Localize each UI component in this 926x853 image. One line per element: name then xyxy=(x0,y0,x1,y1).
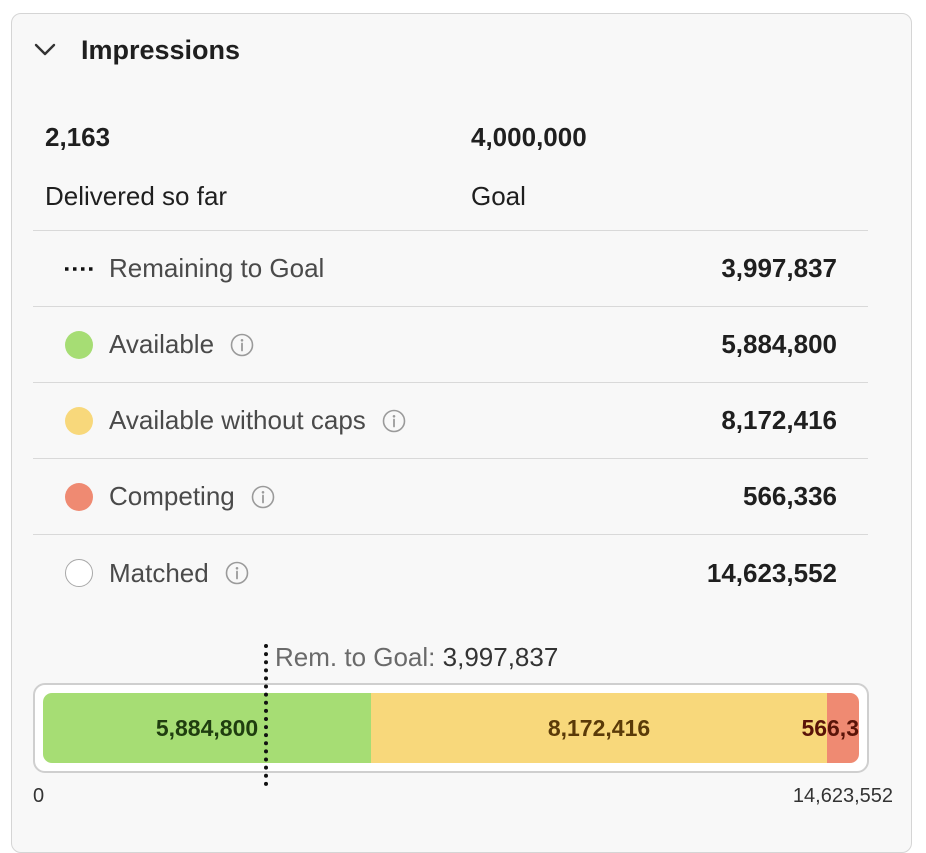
legend-label: Matched xyxy=(109,557,209,588)
stacked-bar: 5,884,800 8,172,416 566,336 xyxy=(43,693,859,763)
annotation-label: Rem. to Goal: xyxy=(275,642,436,672)
legend-row-available: Available 5,884,800 xyxy=(33,307,868,383)
legend-label: Available xyxy=(109,329,215,359)
annotation-value: 3,997,837 xyxy=(442,642,559,672)
legend-value: 14,623,552 xyxy=(706,557,837,588)
bar-segment-label: 566,336 xyxy=(801,714,859,741)
info-icon[interactable] xyxy=(251,485,275,509)
legend-value: 8,172,416 xyxy=(721,405,837,435)
legend-value: 566,336 xyxy=(743,481,837,511)
info-icon[interactable] xyxy=(225,561,249,585)
info-icon[interactable] xyxy=(382,409,406,433)
legend-row-remaining: Remaining to Goal 3,997,837 xyxy=(33,231,868,307)
bar-segment-label: 8,172,416 xyxy=(547,714,651,741)
red-dot-icon xyxy=(64,482,93,511)
legend-label: Remaining to Goal xyxy=(109,253,325,283)
legend-row-matched: Matched 14,623,552 xyxy=(33,535,868,611)
legend-list: Remaining to Goal 3,997,837 Available 5,… xyxy=(33,230,868,611)
info-icon[interactable] xyxy=(230,333,254,357)
dotted-line-icon xyxy=(64,254,93,283)
remaining-to-goal-annotation: Rem. to Goal: 3,997,837 xyxy=(275,642,558,673)
legend-label: Competing xyxy=(109,481,235,511)
axis-max-label: 14,623,552 xyxy=(792,785,893,807)
delivered-label: Delivered so far xyxy=(45,181,228,211)
legend-label: Available without caps xyxy=(109,405,366,435)
bar-segment-available-without-caps: 8,172,416 xyxy=(371,693,827,763)
axis-min-label: 0 xyxy=(33,785,45,807)
panel-title: Impressions xyxy=(81,34,241,65)
panel-header[interactable]: Impressions xyxy=(33,30,240,70)
chevron-down-icon[interactable] xyxy=(33,38,57,62)
legend-row-competing: Competing 566,336 xyxy=(33,459,868,535)
bar-segment-available: 5,884,800 xyxy=(43,693,371,763)
yellow-dot-icon xyxy=(64,406,93,435)
goal-label: Goal xyxy=(471,181,526,211)
bar-segment-label: 5,884,800 xyxy=(155,714,259,741)
delivered-stat: 2,163 Delivered so far xyxy=(45,122,227,212)
green-dot-icon xyxy=(64,330,93,359)
legend-value: 3,997,837 xyxy=(721,253,837,283)
stacked-bar-frame: 5,884,800 8,172,416 566,336 xyxy=(33,683,869,773)
remaining-to-goal-marker xyxy=(264,644,268,786)
empty-dot-icon xyxy=(64,559,93,588)
legend-row-available-without-caps: Available without caps 8,172,416 xyxy=(33,383,868,459)
goal-stat: 4,000,000 Goal xyxy=(471,122,587,212)
legend-value: 5,884,800 xyxy=(721,329,837,359)
goal-value: 4,000,000 xyxy=(471,122,587,152)
delivered-value: 2,163 xyxy=(45,122,111,152)
bar-segment-competing: 566,336 xyxy=(801,693,859,763)
